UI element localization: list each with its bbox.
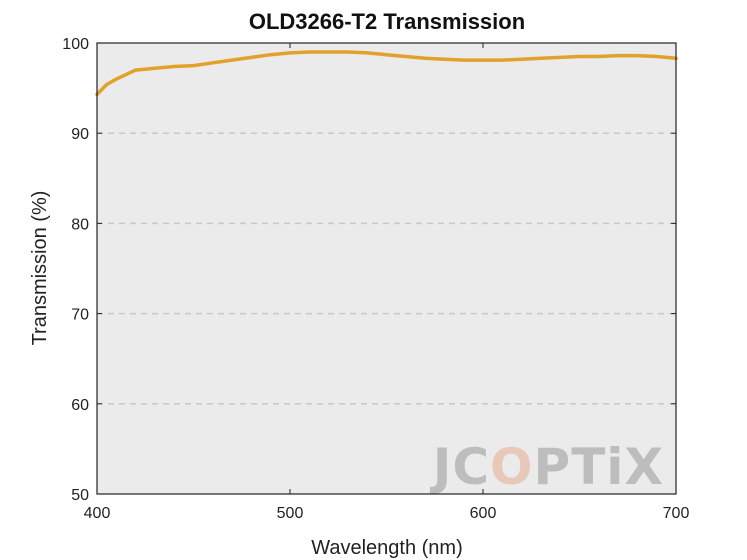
series-layer [95, 50, 678, 97]
x-tick-label-500: 500 [277, 505, 304, 522]
y-tick-label-70: 70 [71, 307, 89, 324]
y-tick-label-100: 100 [62, 36, 89, 53]
watermark-part-3: PTiX [534, 438, 664, 496]
grid-lines [97, 132, 676, 405]
plot-frame [96, 42, 677, 495]
svg-text:JCOPTiX: JCOPTiX [430, 438, 664, 496]
series-line-1 [95, 50, 678, 97]
x-tick-label-600: 600 [470, 505, 497, 522]
y-axis-label: Transmission (%) [29, 191, 51, 346]
x-axis-label: Wavelength (nm) [311, 537, 463, 559]
y-tick-label-80: 80 [71, 216, 89, 233]
y-tick-label-60: 60 [71, 397, 89, 414]
axis-ticks: 50 60 70 80 90 100 400 500 600 700 [62, 36, 689, 522]
chart-title: OLD3266-T2 Transmission [249, 9, 525, 34]
watermark-part-1: JC [430, 438, 490, 496]
y-tick-label-50: 50 [71, 487, 89, 504]
plot-area [97, 43, 676, 494]
y-tick-label-90: 90 [71, 126, 89, 143]
x-tick-label-700: 700 [663, 505, 690, 522]
watermark-part-2: O [490, 438, 534, 496]
x-tick-label-400: 400 [84, 505, 111, 522]
jcoptix-watermark: JCOPTiX [430, 438, 664, 496]
